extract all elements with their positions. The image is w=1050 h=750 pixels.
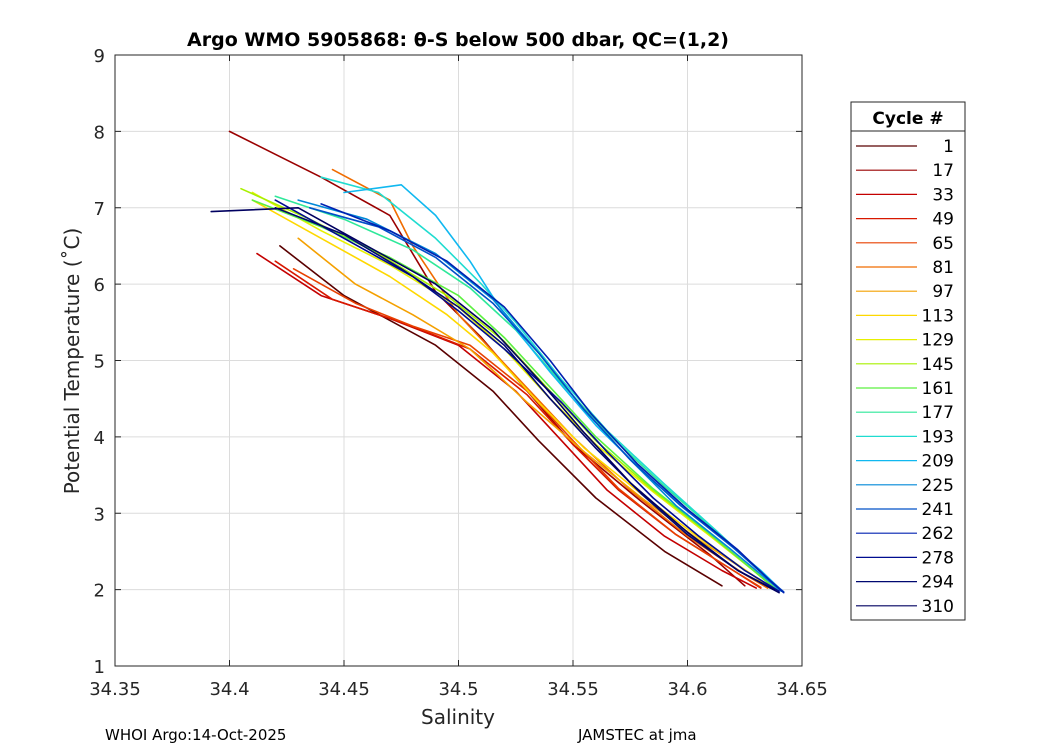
legend-label: 241: [922, 500, 954, 520]
legend-label: 161: [922, 379, 954, 399]
legend-label: 1: [943, 137, 954, 157]
legend-label: 49: [932, 210, 954, 230]
x-tick-label: 34.5: [438, 679, 478, 700]
legend-label: 193: [922, 427, 954, 447]
y-tick-label: 8: [94, 122, 105, 143]
legend-label: 177: [922, 403, 954, 423]
chart-title: Argo WMO 5905868: θ-S below 500 dbar, QC…: [187, 29, 729, 51]
series-line-cycle-278: [274, 199, 780, 592]
legend-label: 81: [932, 258, 954, 278]
x-tick-label: 34.4: [209, 679, 249, 700]
y-tick-label: 4: [94, 428, 105, 449]
y-tick-label: 7: [94, 199, 105, 220]
legend-label: 113: [922, 306, 954, 326]
y-tick-label: 9: [94, 46, 105, 67]
y-tick-label: 3: [94, 504, 105, 525]
legend: Cycle # 1 17 33 49 65 81 97 113 129 145 161 177 193 2…: [850, 101, 966, 621]
y-tick-label: 1: [94, 657, 105, 678]
legend-label: 294: [922, 573, 954, 593]
legend-label: 145: [922, 355, 954, 375]
x-tick-label: 34.55: [547, 679, 599, 700]
legend-label: 225: [922, 476, 954, 496]
series-line-cycle-262: [320, 203, 785, 594]
legend-label: 209: [922, 452, 954, 472]
footer-source: WHOI Argo:14-Oct-2025: [105, 726, 287, 744]
legend-label: 129: [922, 331, 954, 351]
legend-label: 97: [932, 282, 954, 302]
x-tick-label: 34.35: [89, 679, 141, 700]
legend-label: 33: [932, 185, 954, 205]
series-line-cycle-97: [297, 237, 771, 589]
series-line-cycle-1: [279, 245, 723, 587]
legend-label: 17: [932, 161, 954, 181]
series-layer: [210, 130, 785, 594]
series-line-cycle-17: [228, 130, 746, 587]
legend-label: 310: [922, 597, 954, 617]
legend-title: Cycle #: [872, 109, 943, 129]
legend-label: 65: [932, 234, 954, 254]
x-tick-label: 34.6: [667, 679, 707, 700]
y-axis-label: Potential Temperature (˚C): [60, 228, 84, 495]
footer-credit: JAMSTEC at jma: [578, 726, 697, 744]
y-tick-label: 2: [94, 581, 105, 602]
legend-label: 278: [922, 548, 954, 568]
x-axis-label: Salinity: [421, 705, 495, 729]
x-tick-label: 34.45: [318, 679, 370, 700]
series-line-cycle-161: [251, 199, 776, 589]
legend-entries: 1 17 33 49 65 81 97 113 129 145 161 177 193 209 225 241…: [856, 137, 954, 617]
series-line-cycle-310: [210, 207, 780, 594]
y-tick-label: 5: [94, 352, 105, 373]
legend-label: 262: [922, 524, 954, 544]
series-line-cycle-294: [274, 207, 776, 591]
series-line-cycle-241: [308, 207, 785, 593]
series-line-cycle-65: [292, 268, 762, 589]
axis-ticks: 34.35 34.4 34.45 34.5 34.55 34.6 34.65 1 2 3 4 5 6 7 8…: [89, 46, 828, 700]
x-tick-label: 34.65: [776, 679, 828, 700]
y-tick-label: 6: [94, 275, 105, 296]
